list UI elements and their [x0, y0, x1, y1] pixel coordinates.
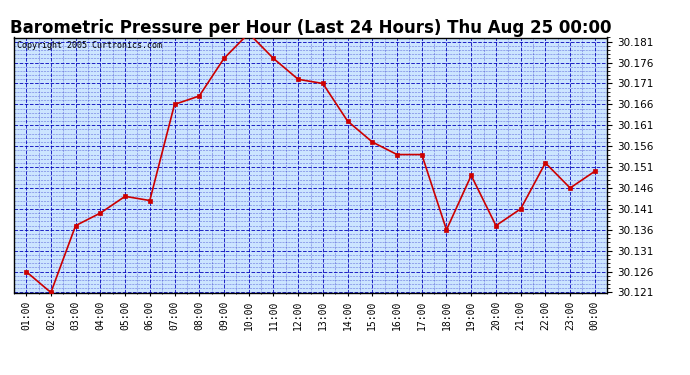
- Title: Barometric Pressure per Hour (Last 24 Hours) Thu Aug 25 00:00: Barometric Pressure per Hour (Last 24 Ho…: [10, 20, 611, 38]
- Text: Copyright 2005 Curtronics.com: Copyright 2005 Curtronics.com: [17, 41, 161, 50]
